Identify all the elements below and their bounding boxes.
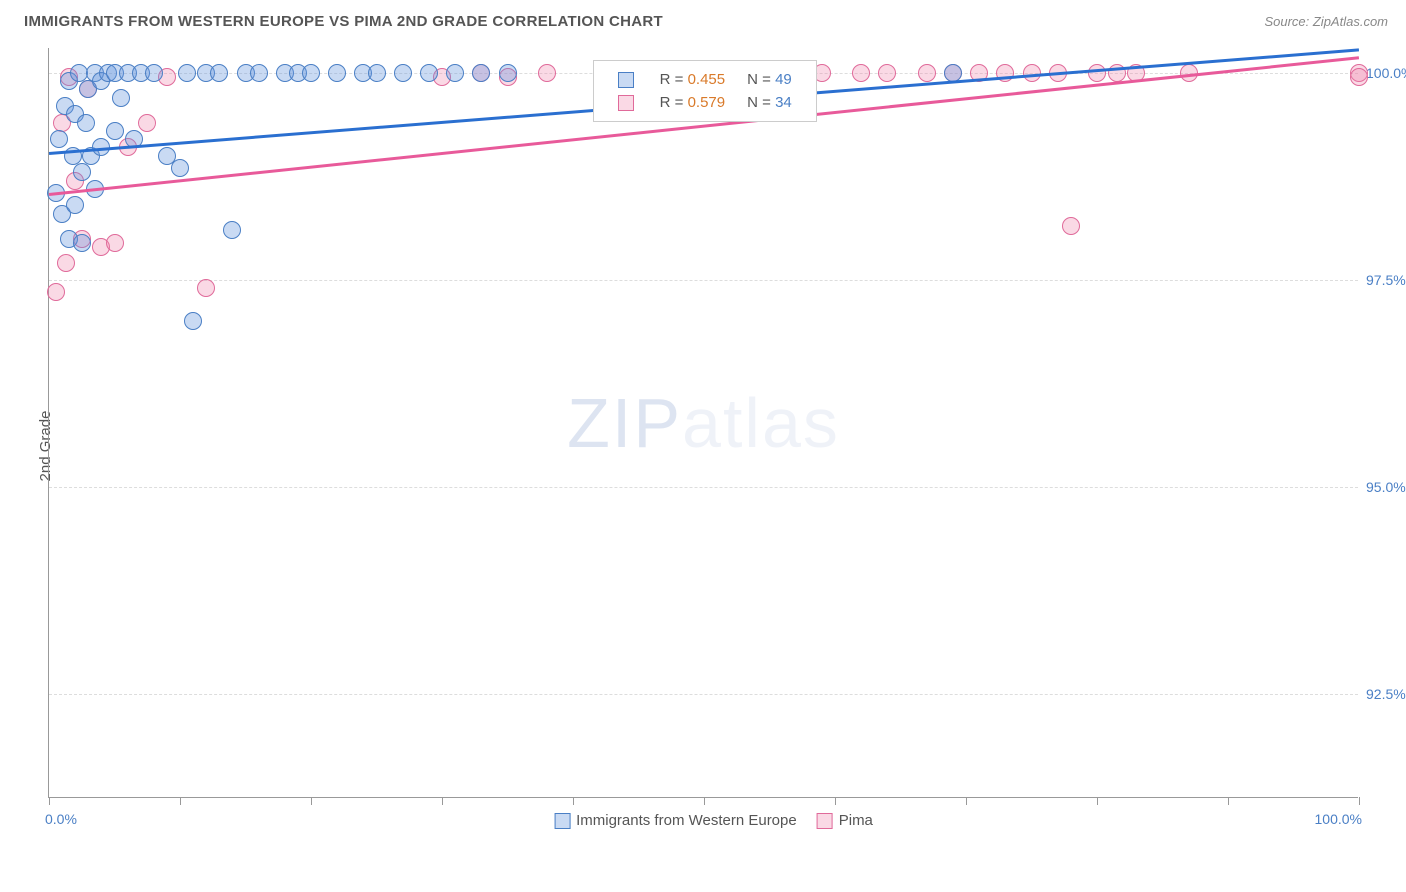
gridline-h [49, 280, 1358, 281]
x-tick [1228, 797, 1229, 805]
ytick-label: 97.5% [1366, 272, 1406, 288]
data-point [106, 234, 124, 252]
xtick-label-left: 0.0% [45, 811, 77, 827]
x-tick [573, 797, 574, 805]
data-point [499, 64, 517, 82]
ytick-label: 100.0% [1366, 65, 1406, 81]
x-tick [1359, 797, 1360, 805]
data-point [47, 283, 65, 301]
legend-r-label: R = 0.579 [650, 92, 735, 113]
data-point [538, 64, 556, 82]
data-point [328, 64, 346, 82]
x-tick [311, 797, 312, 805]
x-tick [704, 797, 705, 805]
data-point [878, 64, 896, 82]
ytick-label: 95.0% [1366, 479, 1406, 495]
chart-source: Source: ZipAtlas.com [1264, 14, 1388, 29]
data-point [918, 64, 936, 82]
legend-swatch [817, 813, 833, 829]
chart-header: IMMIGRANTS FROM WESTERN EUROPE VS PIMA 2… [0, 0, 1406, 42]
data-point [66, 196, 84, 214]
data-point [57, 254, 75, 272]
data-point [420, 64, 438, 82]
data-point [852, 64, 870, 82]
data-point [184, 312, 202, 330]
gridline-h [49, 694, 1358, 695]
x-tick [442, 797, 443, 805]
xtick-label-right: 100.0% [1315, 811, 1362, 827]
legend-n-label: N = 49 [737, 69, 802, 90]
x-tick [49, 797, 50, 805]
legend-label: Immigrants from Western Europe [576, 812, 797, 829]
stats-legend: R = 0.455N = 49R = 0.579N = 34 [593, 60, 817, 122]
data-point [171, 159, 189, 177]
data-point [77, 114, 95, 132]
data-point [446, 64, 464, 82]
data-point [112, 89, 130, 107]
data-point [472, 64, 490, 82]
data-point [50, 130, 68, 148]
chart-title: IMMIGRANTS FROM WESTERN EUROPE VS PIMA 2… [24, 13, 663, 30]
data-point [138, 114, 156, 132]
data-point [178, 64, 196, 82]
x-tick [835, 797, 836, 805]
legend-swatch [618, 72, 634, 88]
data-point [1062, 217, 1080, 235]
data-point [145, 64, 163, 82]
data-point [302, 64, 320, 82]
data-point [73, 163, 91, 181]
data-point [394, 64, 412, 82]
legend-label: Pima [839, 812, 873, 829]
watermark: ZIPatlas [567, 383, 840, 463]
legend-n-label: N = 34 [737, 92, 802, 113]
x-tick [966, 797, 967, 805]
data-point [223, 221, 241, 239]
legend-swatch [618, 95, 634, 111]
ytick-label: 92.5% [1366, 686, 1406, 702]
gridline-h [49, 487, 1358, 488]
plot-area: ZIPatlas 92.5%95.0%97.5%100.0%0.0%100.0%… [48, 48, 1358, 798]
data-point [368, 64, 386, 82]
data-point [210, 64, 228, 82]
data-point [250, 64, 268, 82]
data-point [1350, 68, 1368, 86]
data-point [73, 234, 91, 252]
x-tick [180, 797, 181, 805]
legend-r-label: R = 0.455 [650, 69, 735, 90]
data-point [106, 122, 124, 140]
data-point [197, 279, 215, 297]
data-point [1088, 64, 1106, 82]
series-legend: Immigrants from Western Europe Pima [534, 812, 873, 829]
legend-swatch [554, 813, 570, 829]
x-tick [1097, 797, 1098, 805]
